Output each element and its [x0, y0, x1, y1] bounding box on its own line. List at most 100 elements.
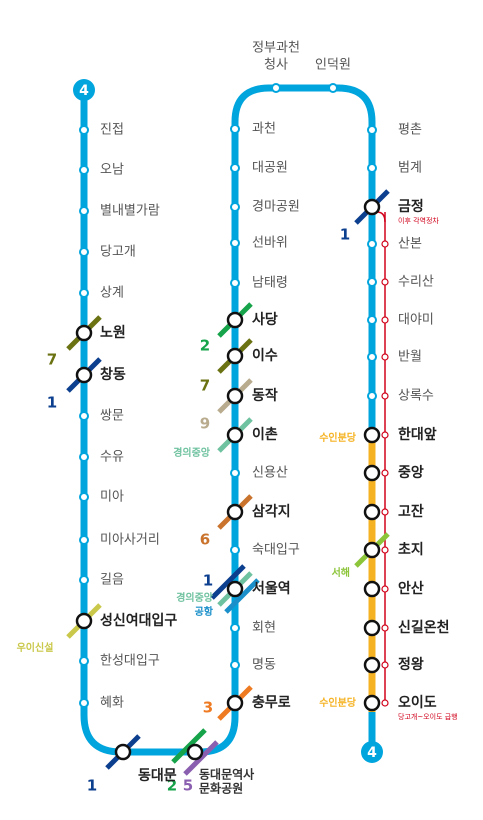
station-label: 상계 — [100, 286, 124, 301]
transfer-label: 5 — [183, 777, 193, 795]
transfer-station — [226, 387, 244, 405]
transfer-station — [226, 694, 244, 712]
note: 이후 각역정차 — [398, 216, 439, 225]
station-label: 고잔 — [398, 503, 424, 520]
station-label: 신용산 — [252, 466, 288, 481]
station-label: 노원 — [100, 325, 126, 341]
station — [79, 656, 89, 666]
station — [79, 247, 89, 257]
transfer-station — [75, 366, 93, 384]
station-label: 미아사거리 — [100, 533, 160, 548]
station — [79, 288, 89, 298]
station-label: 청사 — [264, 58, 288, 73]
station-label: 당고개 — [100, 245, 136, 260]
station — [367, 163, 377, 173]
station — [230, 202, 240, 212]
station-label: 쌍문 — [100, 409, 124, 424]
station — [230, 278, 240, 288]
transfer-station — [226, 426, 244, 444]
station-label: 사당 — [252, 311, 278, 328]
transfer-station — [186, 743, 204, 761]
station-label: 이수 — [252, 347, 278, 364]
station-label: 수유 — [100, 450, 124, 465]
station — [230, 468, 240, 478]
station-label: 삼각지 — [252, 503, 291, 520]
transfer-label: 7 — [47, 351, 57, 369]
station — [230, 238, 240, 248]
transfer-label: 1 — [87, 777, 97, 795]
station-label: 중앙 — [398, 464, 424, 481]
station-label: 과천 — [252, 122, 276, 137]
station — [328, 83, 338, 93]
transfer-station — [363, 619, 381, 637]
station-label: 대야미 — [398, 313, 434, 328]
station — [367, 239, 377, 249]
branch-label: 수인분당 — [319, 431, 357, 444]
station — [79, 452, 89, 462]
station-label: 인덕원 — [315, 58, 351, 73]
station-label: 서울역 — [252, 580, 291, 597]
station-label: 문화공원 — [199, 781, 243, 796]
express-stop — [381, 240, 389, 248]
station — [230, 545, 240, 555]
transfer-label: 9 — [200, 415, 210, 433]
transfer-line — [210, 564, 246, 600]
transfer-label: 2 — [167, 777, 177, 795]
transfer-station — [363, 426, 381, 444]
transfer-label: 서해 — [332, 566, 350, 579]
station-label: 숙대입구 — [252, 543, 300, 558]
transfer-label: 경의중앙 — [176, 591, 214, 604]
station — [79, 575, 89, 585]
line-badge — [73, 79, 95, 101]
station-label: 동대문 — [138, 768, 177, 784]
station-label: 범계 — [398, 161, 422, 176]
line-badge — [361, 741, 383, 763]
station-label: 대공원 — [252, 161, 288, 176]
station — [367, 277, 377, 287]
note: 당고개~오이도 급행 — [398, 712, 458, 721]
station-label: 창동 — [100, 366, 126, 383]
transfer-station — [363, 503, 381, 521]
transfer-station — [226, 580, 244, 598]
station-label: 정왕 — [398, 656, 424, 673]
express-branch — [376, 211, 386, 223]
station — [367, 315, 377, 325]
station-label: 상록수 — [398, 389, 434, 404]
transfer-line — [183, 740, 219, 776]
station-label: 동작 — [252, 387, 278, 404]
station — [79, 698, 89, 708]
express-stop — [381, 585, 389, 593]
transfer-label: 1 — [340, 226, 350, 244]
transfer-line — [171, 728, 207, 764]
station — [367, 352, 377, 362]
express-stop — [381, 316, 389, 324]
station — [230, 163, 240, 173]
station-label: 혜화 — [100, 696, 124, 711]
station — [79, 492, 89, 502]
station-label: 오남 — [100, 163, 124, 178]
station-label: 한대앞 — [398, 427, 437, 443]
express-stop — [381, 699, 389, 707]
station-label: 이촌 — [252, 426, 278, 443]
station — [230, 124, 240, 134]
station — [79, 411, 89, 421]
station-label: 성신여대입구 — [100, 612, 177, 629]
line-4-track — [80, 84, 376, 756]
transfer-label: 3 — [203, 699, 213, 717]
express-stop — [381, 508, 389, 516]
express-stop — [381, 278, 389, 286]
transfer-station — [226, 347, 244, 365]
transfer-label: 2 — [200, 337, 210, 355]
station-label: 명동 — [252, 658, 276, 673]
station — [367, 391, 377, 401]
transfer-line — [224, 578, 260, 614]
express-stop — [381, 431, 389, 439]
station — [79, 165, 89, 175]
transfer-station — [226, 311, 244, 329]
station-label: 산본 — [398, 237, 422, 252]
line-badge-label: 4 — [367, 745, 377, 761]
express-stop — [381, 624, 389, 632]
station-label: 평촌 — [398, 123, 422, 138]
station-label: 반월 — [398, 350, 422, 365]
